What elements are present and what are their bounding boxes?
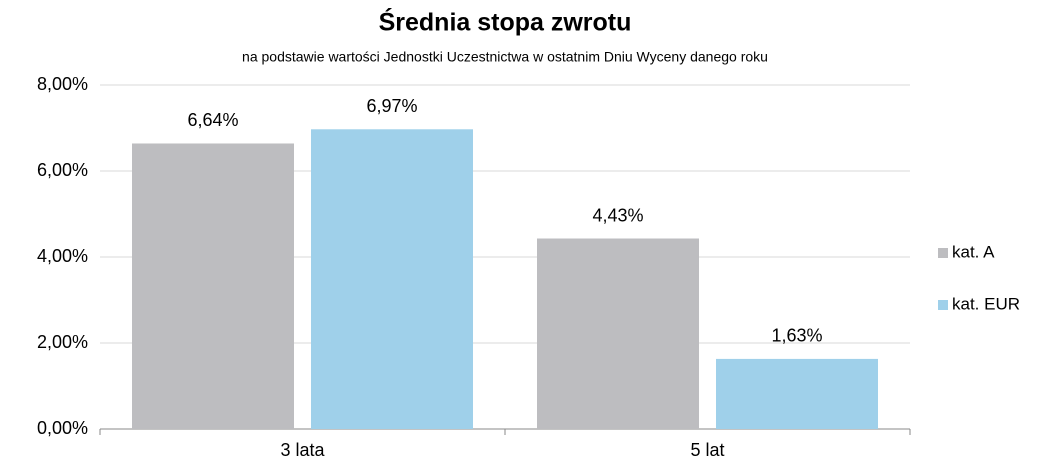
- y-tick-label: 0,00%: [37, 418, 88, 438]
- y-tick-label: 6,00%: [37, 160, 88, 180]
- legend-label: kat. EUR: [952, 294, 1020, 313]
- chart-title: Średnia stopa zwrotu: [379, 7, 632, 37]
- chart-subtitle: na podstawie wartości Jednostki Uczestni…: [242, 49, 768, 65]
- y-tick-label: 2,00%: [37, 332, 88, 352]
- x-tick-label: 3 lata: [280, 440, 325, 460]
- data-label: 4,43%: [592, 205, 643, 225]
- x-tick-label: 5 lat: [690, 440, 724, 460]
- legend-swatch: [938, 300, 948, 310]
- bar: [132, 143, 294, 430]
- data-label: 6,64%: [187, 110, 238, 130]
- bar: [716, 358, 878, 429]
- data-label: 1,63%: [771, 326, 822, 346]
- data-label: 6,97%: [366, 96, 417, 116]
- legend-swatch: [938, 248, 948, 258]
- legend-label: kat. A: [952, 242, 995, 261]
- bar: [537, 238, 699, 429]
- y-tick-label: 4,00%: [37, 246, 88, 266]
- y-tick-label: 8,00%: [37, 74, 88, 94]
- bar: [311, 129, 473, 430]
